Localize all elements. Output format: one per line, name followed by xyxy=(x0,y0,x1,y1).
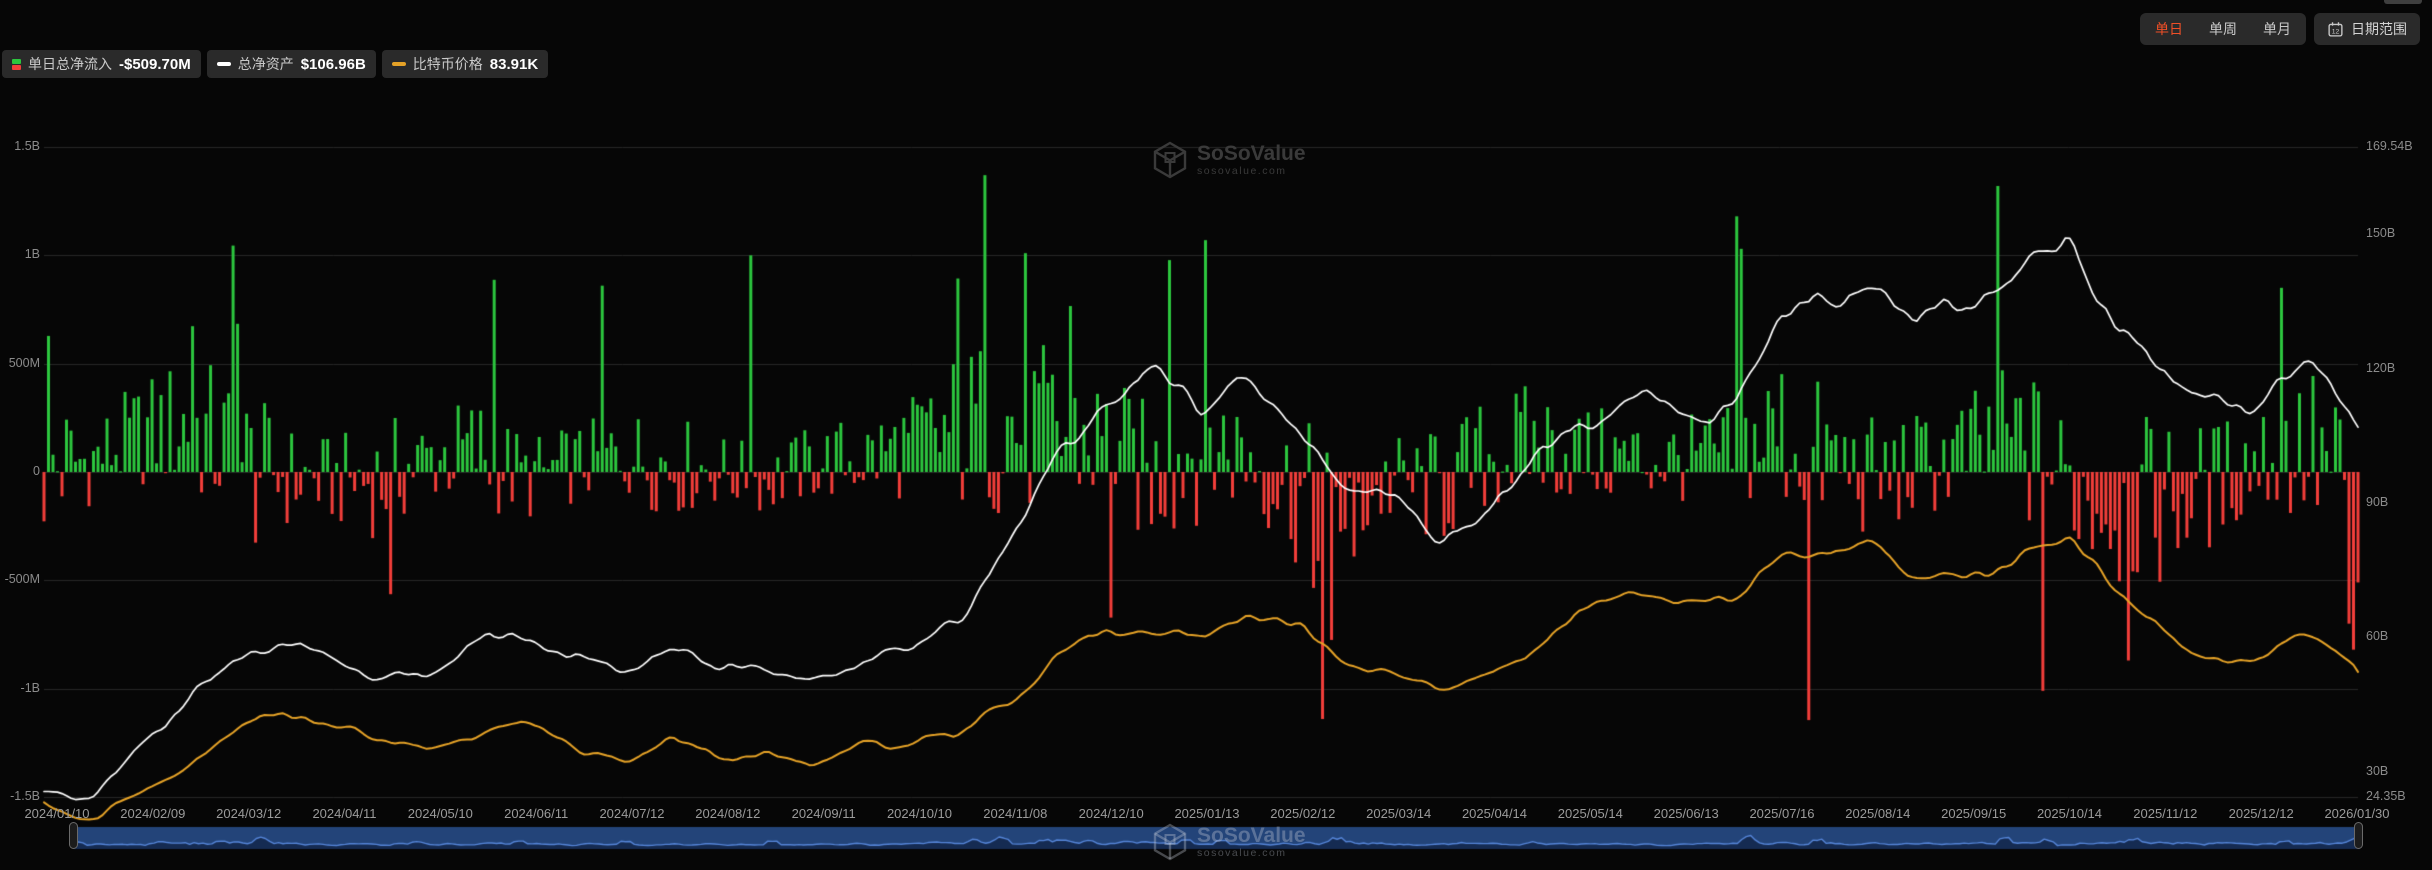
period-controls: 单日 单周 单月 12 日期范围 xyxy=(2140,13,2420,45)
legend-item-total-net-assets[interactable]: 总净资产 $106.96B xyxy=(206,50,376,78)
period-weekly-button[interactable]: 单周 xyxy=(2209,21,2237,37)
date-range-label: 日期范围 xyxy=(2351,21,2407,37)
x-axis-tick-label: 2024/08/12 xyxy=(695,806,761,821)
period-daily-button[interactable]: 单日 xyxy=(2155,21,2183,37)
clipped-top-button[interactable] xyxy=(2384,0,2422,4)
date-range-button[interactable]: 12 日期范围 xyxy=(2314,13,2420,45)
period-monthly-button[interactable]: 单月 xyxy=(2263,21,2291,37)
legend-value: $106.96B xyxy=(300,55,366,73)
calendar-icon: 12 xyxy=(2328,21,2343,37)
x-axis-tick-label: 2024/09/11 xyxy=(791,806,856,821)
white-line-icon xyxy=(216,62,231,66)
x-axis-tick-label: 2025/05/14 xyxy=(1557,806,1623,821)
svg-text:12: 12 xyxy=(2332,28,2340,35)
x-axis-tick-label: 2024/07/12 xyxy=(599,806,665,821)
x-axis-tick-label: 2025/07/16 xyxy=(1749,806,1815,821)
x-axis-tick-label: 2025/12/12 xyxy=(2228,806,2294,821)
y-axis-left-tick-label: 0 xyxy=(33,464,40,478)
y-axis-right-tick-label: 30B xyxy=(2366,763,2389,778)
legend-item-btc-price[interactable]: 比特币价格 83.91K xyxy=(381,50,549,78)
x-axis-tick-label: 2025/02/12 xyxy=(1270,806,1336,821)
y-axis-left-tick-label: -500M xyxy=(4,572,40,587)
y-axis-left-tick-label: -1B xyxy=(20,680,40,695)
x-axis-tick-label: 2025/09/15 xyxy=(1941,806,2007,821)
x-axis-tick-label: 2025/11/12 xyxy=(2133,806,2198,821)
x-axis-tick-label: 2024/11/08 xyxy=(983,806,1048,821)
x-axis-tick-label: 2024/12/10 xyxy=(1078,806,1144,821)
x-axis-tick-label: 2026/01/30 xyxy=(2324,806,2390,821)
x-axis-tick-label: 2025/03/14 xyxy=(1366,806,1432,821)
legend: 单日总净流入 -$509.70M 总净资产 $106.96B 比特币价格 83.… xyxy=(2,50,549,78)
period-segmented-control: 单日 单周 单月 xyxy=(2140,13,2306,45)
navigator-right-handle[interactable] xyxy=(2354,822,2363,849)
navigator-left-handle[interactable] xyxy=(69,822,78,849)
legend-label: 总净资产 xyxy=(237,56,294,72)
legend-label: 比特币价格 xyxy=(412,56,483,72)
x-axis-tick-label: 2024/06/11 xyxy=(504,806,569,821)
legend-value: 83.91K xyxy=(489,55,539,73)
y-axis-right-tick-label: 90B xyxy=(2366,495,2389,510)
x-axis-tick-label: 2024/05/10 xyxy=(407,806,473,821)
y-axis-right-tick-label: 150B xyxy=(2366,226,2396,241)
legend-label: 单日总净流入 xyxy=(28,56,112,72)
y-axis-left-tick-label: 1.5B xyxy=(14,139,40,153)
y-axis-right-tick-label: 60B xyxy=(2366,629,2389,644)
x-axis-tick-label: 2024/01/10 xyxy=(24,806,90,821)
bar-series-icon xyxy=(12,58,21,70)
x-axis-tick-label: 2025/08/14 xyxy=(1845,806,1911,821)
x-axis-tick-label: 2024/04/11 xyxy=(312,806,377,821)
legend-item-daily-net-inflow[interactable]: 单日总净流入 -$509.70M xyxy=(2,50,201,78)
y-axis-right-tick-label: 169.54B xyxy=(2366,139,2413,153)
x-axis-tick-label: 2025/10/14 xyxy=(2036,806,2103,821)
x-axis-tick-label: 2024/02/09 xyxy=(120,806,186,821)
orange-line-icon xyxy=(391,62,406,66)
x-axis-tick-label: 2025/06/13 xyxy=(1653,806,1719,821)
y-axis-left-tick-label: -1.5B xyxy=(10,789,40,803)
y-axis-left-tick-label: 500M xyxy=(8,355,40,370)
y-axis-right-tick-label: 120B xyxy=(2366,360,2396,375)
x-axis-tick-label: 2025/01/13 xyxy=(1174,806,1240,821)
x-axis-tick-label: 2024/10/10 xyxy=(886,806,953,821)
y-axis-left-tick-label: 1B xyxy=(24,247,40,262)
x-axis-tick-label: 2024/03/12 xyxy=(216,806,282,821)
legend-value: -$509.70M xyxy=(119,55,191,73)
y-axis-right-tick-label: 24.35B xyxy=(2366,789,2406,803)
x-axis-tick-label: 2025/04/14 xyxy=(1461,806,1528,821)
